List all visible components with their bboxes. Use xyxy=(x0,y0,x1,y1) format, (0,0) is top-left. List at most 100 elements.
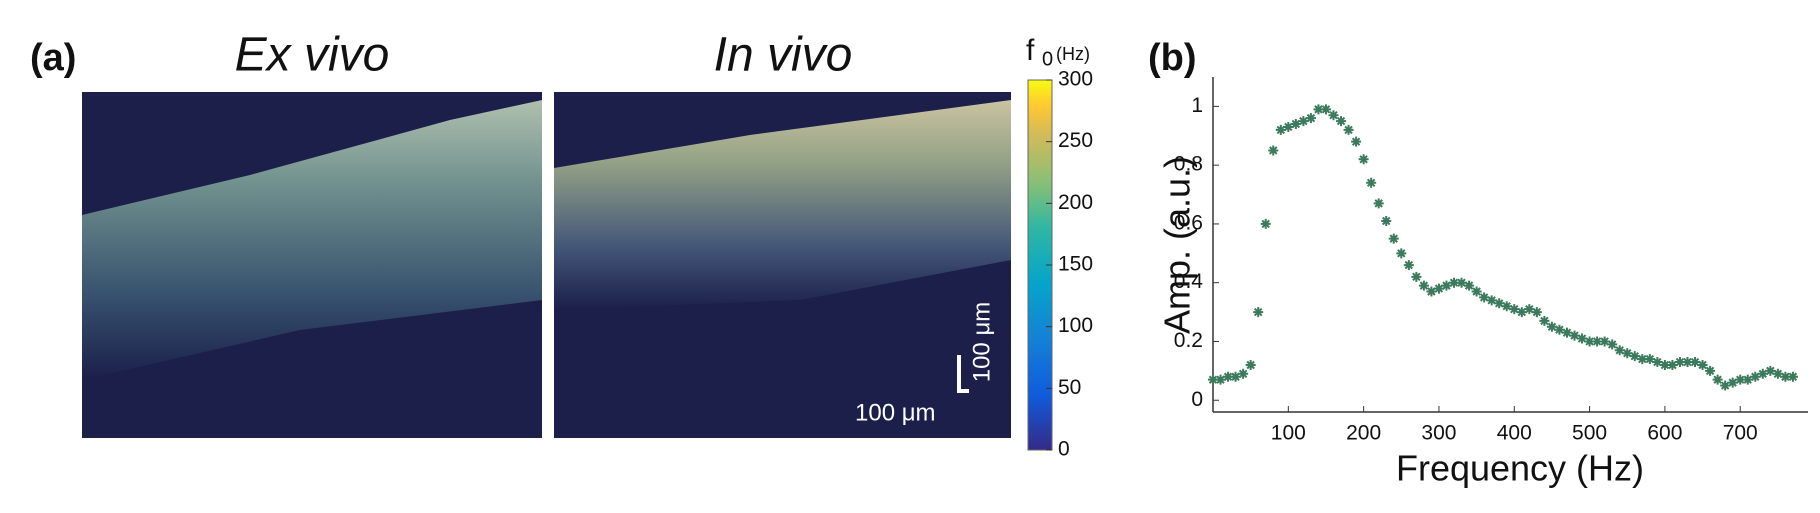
point xyxy=(1268,145,1279,156)
point xyxy=(1501,301,1512,312)
point xyxy=(1516,307,1527,318)
point xyxy=(1750,371,1761,382)
point xyxy=(1223,371,1234,382)
y-tick-label: 1 xyxy=(1191,94,1203,117)
point xyxy=(1343,124,1354,135)
point xyxy=(1584,336,1595,347)
point xyxy=(1441,280,1452,291)
point xyxy=(1554,324,1565,335)
point xyxy=(1727,377,1738,388)
point xyxy=(1275,124,1286,135)
point xyxy=(1599,336,1610,347)
point xyxy=(1313,104,1324,115)
colorbar-tick-label: 300 xyxy=(1058,68,1093,91)
point xyxy=(1396,248,1407,259)
point xyxy=(1705,365,1716,376)
colorbar-ticks: 0 50 100 150 200 250 300 xyxy=(1046,68,1093,461)
point xyxy=(1682,357,1693,368)
colorbar-symbol: f xyxy=(1026,34,1035,67)
point xyxy=(1358,154,1369,165)
point xyxy=(1735,374,1746,385)
point xyxy=(1381,215,1392,226)
point xyxy=(1765,365,1776,376)
point xyxy=(1471,286,1482,297)
point xyxy=(1780,371,1791,382)
point xyxy=(1238,368,1249,379)
panel-label: (b) xyxy=(1148,37,1197,79)
colorbar-tick-label: 250 xyxy=(1058,129,1093,152)
point xyxy=(1659,359,1670,370)
colorbar-subscript: 0 xyxy=(1042,48,1053,70)
colorbar-tick-label: 50 xyxy=(1058,376,1081,399)
image-in-vivo xyxy=(554,92,1011,438)
point xyxy=(1787,371,1798,382)
point xyxy=(1644,354,1655,365)
scale-bar xyxy=(957,355,969,393)
point xyxy=(1690,357,1701,368)
x-tick-label: 100 xyxy=(1271,422,1306,445)
image-ex-vivo xyxy=(82,92,542,438)
point xyxy=(1283,121,1294,132)
point xyxy=(1403,260,1414,271)
point xyxy=(1418,280,1429,291)
point xyxy=(1629,351,1640,362)
x-tick-label: 200 xyxy=(1346,422,1381,445)
point xyxy=(1531,307,1542,318)
point xyxy=(1757,368,1768,379)
point xyxy=(1253,307,1264,318)
point xyxy=(1772,368,1783,379)
colorbar-unit: (Hz) xyxy=(1056,44,1090,64)
point xyxy=(1388,233,1399,244)
point xyxy=(1208,374,1218,385)
point xyxy=(1674,357,1685,368)
point xyxy=(1592,336,1603,347)
point xyxy=(1373,198,1384,209)
x-tick-label: 600 xyxy=(1647,422,1682,445)
point xyxy=(1290,119,1301,130)
point xyxy=(1607,339,1618,350)
point xyxy=(1456,277,1467,288)
point xyxy=(1524,304,1535,315)
x-tick-label: 500 xyxy=(1572,422,1607,445)
y-tick-label: 0 xyxy=(1191,388,1203,411)
point xyxy=(1614,345,1625,356)
point xyxy=(1351,136,1362,147)
point xyxy=(1561,327,1572,338)
point xyxy=(1479,292,1490,303)
point xyxy=(1260,218,1271,229)
point xyxy=(1298,116,1309,127)
point xyxy=(1366,177,1377,188)
point xyxy=(1245,359,1256,370)
x-axis-label: Frequency (Hz) xyxy=(1396,448,1644,489)
point xyxy=(1667,359,1678,370)
point xyxy=(1320,104,1331,115)
y-tick-label: 0.2 xyxy=(1174,329,1203,352)
point xyxy=(1697,359,1708,370)
point xyxy=(1509,304,1520,315)
colorbar-tick-label: 150 xyxy=(1058,253,1093,276)
y-tick-label: 0.8 xyxy=(1174,153,1203,176)
point xyxy=(1494,298,1505,309)
point xyxy=(1637,354,1648,365)
scale-label: 100 μm xyxy=(855,399,936,426)
point xyxy=(1215,374,1226,385)
panel-title: In vivo xyxy=(714,29,853,82)
y-tick-label: 0.4 xyxy=(1174,270,1204,293)
point xyxy=(1486,295,1497,306)
y-axis-label: Amp. (a.u.) xyxy=(1157,156,1198,334)
point xyxy=(1712,374,1723,385)
panel-title: Ex vivo xyxy=(235,29,390,82)
plot: 100 200 300 400 500 600 700 0 0.2 0.4 0.6 0.8 1 xyxy=(1174,77,1808,445)
point xyxy=(1652,357,1663,368)
point xyxy=(1305,113,1316,124)
colorbar-tick-label: 0 xyxy=(1058,438,1070,461)
x-tick-label: 300 xyxy=(1421,422,1456,445)
point xyxy=(1720,380,1731,391)
point xyxy=(1426,286,1437,297)
point xyxy=(1577,333,1588,344)
point xyxy=(1411,271,1422,282)
point xyxy=(1569,330,1580,341)
point xyxy=(1464,280,1475,291)
point xyxy=(1336,116,1347,127)
